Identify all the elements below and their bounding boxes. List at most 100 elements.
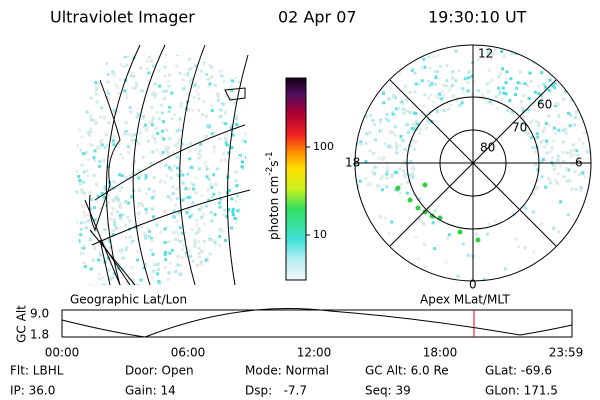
speckle — [379, 128, 383, 132]
speckle — [80, 246, 84, 250]
speckle — [497, 92, 501, 96]
speckle — [176, 238, 180, 242]
speckle — [130, 266, 134, 270]
speckle — [169, 168, 173, 172]
speckle — [562, 160, 566, 164]
speckle — [151, 215, 155, 219]
speckle — [107, 97, 111, 101]
speckle — [164, 163, 168, 167]
speckle — [126, 54, 130, 58]
speckle — [140, 225, 144, 229]
speckle — [145, 126, 149, 130]
speckle — [432, 55, 436, 59]
speckle — [244, 140, 247, 144]
speckle — [84, 226, 88, 230]
speckle — [170, 248, 174, 252]
speckle — [163, 74, 167, 78]
speckle — [167, 166, 171, 170]
speckle — [163, 96, 167, 100]
timeline-xtick: 12:00 — [297, 346, 332, 360]
speckle — [153, 94, 157, 98]
speckle — [368, 181, 372, 185]
speckle — [151, 121, 155, 125]
speckle — [250, 156, 253, 159]
speckle — [230, 79, 234, 83]
speckle — [567, 168, 571, 172]
speckle — [98, 160, 102, 164]
speckle — [150, 123, 154, 127]
speckle — [249, 151, 252, 154]
speckle — [161, 89, 165, 93]
speckle — [438, 64, 442, 68]
speckle — [185, 255, 189, 259]
speckle — [584, 130, 588, 134]
speckle — [394, 141, 398, 145]
speckle — [561, 150, 565, 154]
speckle — [242, 46, 245, 49]
speckle — [385, 176, 389, 180]
info-field: Dsp: -7.7 — [245, 384, 307, 398]
speckle — [175, 129, 179, 133]
speckle — [192, 183, 196, 187]
speckle — [379, 177, 383, 181]
speckle — [413, 148, 417, 152]
speckle — [179, 169, 183, 173]
speckle — [434, 94, 438, 98]
speckle — [509, 77, 513, 81]
speckle — [534, 188, 538, 192]
speckle — [355, 160, 359, 164]
speckle — [221, 50, 224, 53]
speckle — [410, 172, 414, 176]
speckle — [502, 55, 506, 59]
speckle — [235, 194, 239, 198]
speckle — [502, 91, 506, 95]
speckle — [384, 117, 388, 121]
speckle — [112, 143, 116, 147]
mlat-label: 70 — [512, 121, 527, 135]
speckle — [139, 278, 143, 282]
speckle — [188, 79, 192, 83]
speckle — [137, 187, 141, 191]
speckle — [132, 74, 136, 78]
speckle — [92, 53, 96, 56]
speckle — [207, 188, 211, 192]
speckle — [171, 151, 175, 155]
speckle — [194, 89, 198, 93]
speckle — [442, 83, 446, 87]
speckle — [194, 191, 198, 195]
speckle — [535, 120, 539, 124]
speckle — [248, 132, 251, 135]
speckle — [253, 150, 256, 153]
speckle — [190, 213, 194, 217]
speckle — [178, 272, 182, 276]
speckle — [564, 131, 568, 135]
speckle — [411, 66, 415, 70]
speckle — [88, 142, 92, 146]
speckle — [176, 46, 179, 49]
speckle — [536, 186, 540, 190]
speckle — [167, 73, 171, 77]
speckle — [197, 152, 201, 156]
speckle — [76, 116, 80, 120]
speckle — [176, 141, 180, 145]
speckle — [164, 147, 168, 151]
speckle — [127, 283, 131, 286]
speckle — [540, 159, 544, 163]
speckle — [98, 164, 102, 168]
speckle — [414, 235, 418, 239]
speckle — [106, 223, 110, 227]
speckle — [252, 201, 255, 204]
speckle — [446, 236, 450, 240]
speckle — [115, 49, 118, 52]
speckle — [187, 68, 191, 72]
speckle — [197, 227, 201, 231]
speckle — [196, 263, 200, 267]
speckle — [241, 167, 245, 171]
speckle — [218, 227, 222, 231]
speckle — [548, 78, 552, 82]
speckle — [245, 91, 247, 95]
speckle — [179, 225, 183, 229]
speckle — [141, 115, 145, 119]
speckle — [127, 150, 131, 154]
speckle — [239, 68, 243, 72]
